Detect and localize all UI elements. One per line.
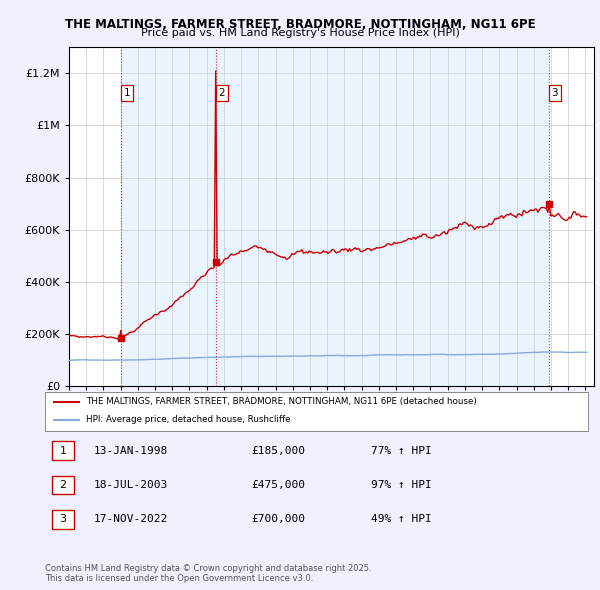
Text: HPI: Average price, detached house, Rushcliffe: HPI: Average price, detached house, Rush… <box>86 415 290 424</box>
Text: 49% ↑ HPI: 49% ↑ HPI <box>371 514 431 524</box>
Text: 1: 1 <box>124 88 131 98</box>
Text: THE MALTINGS, FARMER STREET, BRADMORE, NOTTINGHAM, NG11 6PE: THE MALTINGS, FARMER STREET, BRADMORE, N… <box>65 18 535 31</box>
Text: 3: 3 <box>59 514 67 524</box>
Text: £475,000: £475,000 <box>251 480 305 490</box>
Text: 18-JUL-2003: 18-JUL-2003 <box>94 480 168 490</box>
Bar <box>121 47 216 386</box>
Text: 2: 2 <box>59 480 67 490</box>
Text: £700,000: £700,000 <box>251 514 305 524</box>
FancyBboxPatch shape <box>52 476 74 494</box>
Text: 13-JAN-1998: 13-JAN-1998 <box>94 446 168 455</box>
FancyBboxPatch shape <box>52 441 74 460</box>
Text: Contains HM Land Registry data © Crown copyright and database right 2025.
This d: Contains HM Land Registry data © Crown c… <box>45 563 371 583</box>
Text: Price paid vs. HM Land Registry's House Price Index (HPI): Price paid vs. HM Land Registry's House … <box>140 28 460 38</box>
Text: 1: 1 <box>59 446 67 455</box>
Text: 17-NOV-2022: 17-NOV-2022 <box>94 514 168 524</box>
Text: 77% ↑ HPI: 77% ↑ HPI <box>371 446 431 455</box>
FancyBboxPatch shape <box>52 510 74 529</box>
Text: 2: 2 <box>218 88 225 98</box>
Text: £185,000: £185,000 <box>251 446 305 455</box>
Text: THE MALTINGS, FARMER STREET, BRADMORE, NOTTINGHAM, NG11 6PE (detached house): THE MALTINGS, FARMER STREET, BRADMORE, N… <box>86 398 476 407</box>
Text: 97% ↑ HPI: 97% ↑ HPI <box>371 480 431 490</box>
Text: 3: 3 <box>551 88 558 98</box>
Bar <box>216 47 549 386</box>
